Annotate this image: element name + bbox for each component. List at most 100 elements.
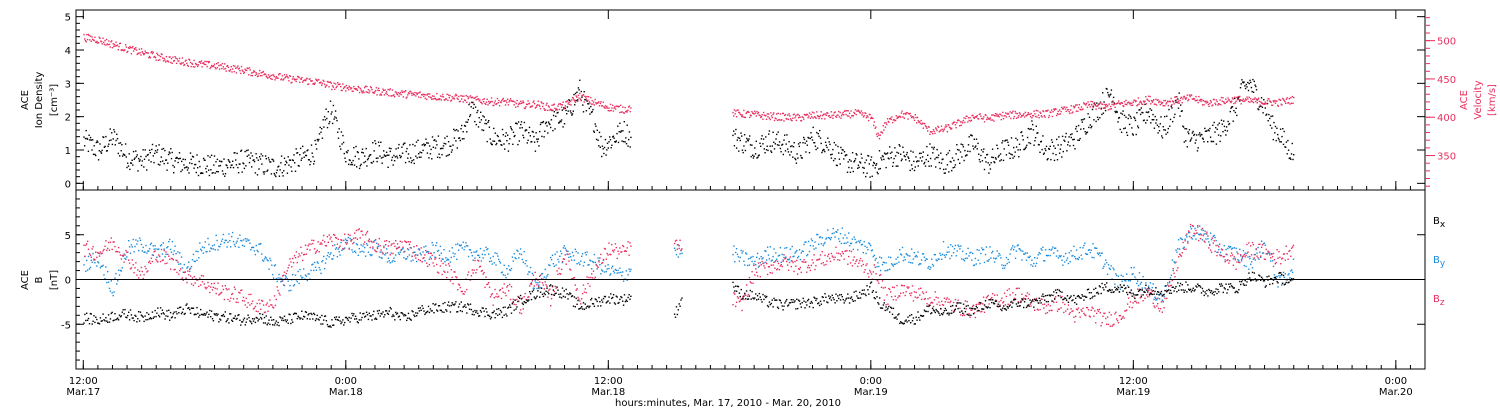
density-point: [1246, 86, 1248, 88]
By-point: [776, 260, 779, 263]
velocity-point: [1271, 104, 1273, 106]
velocity-point: [819, 116, 821, 118]
density-point: [1013, 155, 1016, 158]
density-point: [364, 155, 366, 157]
velocity-point: [186, 62, 188, 64]
velocity-point: [279, 73, 281, 75]
velocity-point: [838, 116, 841, 118]
velocity-point: [808, 112, 811, 114]
density-point: [956, 148, 959, 151]
By-point: [97, 261, 99, 263]
density-point: [449, 145, 451, 147]
By-point: [1014, 257, 1017, 259]
By-point: [401, 248, 403, 250]
Bz-point: [354, 237, 357, 239]
density-point: [385, 155, 387, 157]
Bz-point: [544, 281, 546, 283]
Bz-point: [807, 266, 809, 269]
By-point: [529, 266, 532, 269]
density-point: [850, 160, 852, 162]
density-point: [224, 175, 226, 177]
By-point: [996, 250, 998, 252]
Bz-point: [608, 242, 610, 244]
velocity-point: [1219, 99, 1221, 101]
Bz-point: [248, 293, 250, 296]
density-point: [597, 139, 599, 141]
density-point: [132, 150, 135, 153]
density-point: [573, 93, 575, 96]
velocity-point: [624, 106, 626, 109]
velocity-point: [859, 111, 861, 114]
velocity-point: [973, 117, 975, 119]
density-point: [737, 136, 739, 139]
velocity-point: [287, 77, 289, 79]
density-point: [1212, 124, 1214, 126]
By-point: [319, 269, 321, 271]
Bz-point: [609, 253, 611, 255]
density-point: [450, 151, 453, 153]
velocity-point: [773, 119, 776, 122]
Bz-point: [371, 241, 373, 243]
Bz-point: [231, 292, 234, 295]
density-point: [762, 143, 764, 145]
velocity-point: [251, 74, 254, 77]
density-point: [485, 119, 487, 121]
By-point: [775, 252, 777, 254]
Bz-point: [755, 268, 757, 270]
velocity-point: [883, 122, 886, 124]
density-point: [1222, 131, 1224, 133]
By-point: [96, 265, 98, 267]
By-point: [976, 249, 978, 251]
By-point: [1229, 246, 1232, 248]
velocity-point: [329, 81, 331, 83]
density-point: [1064, 140, 1066, 142]
velocity-point: [1110, 108, 1113, 110]
density-point: [319, 126, 321, 129]
By-point: [485, 246, 487, 249]
velocity-point: [1216, 100, 1218, 103]
velocity-point: [1178, 102, 1180, 104]
By-point: [792, 256, 794, 258]
velocity-point: [428, 96, 430, 98]
velocity-point: [976, 115, 978, 117]
density-point: [403, 142, 405, 145]
density-point: [337, 137, 340, 139]
By-point: [1194, 227, 1196, 230]
velocity-point: [972, 116, 975, 119]
Bz-point: [381, 251, 383, 253]
By-point: [921, 253, 924, 255]
Bz-point: [588, 276, 590, 279]
velocity-point: [612, 104, 614, 106]
velocity-point: [1161, 102, 1164, 104]
velocity-point: [165, 56, 168, 58]
density-point: [1217, 124, 1219, 126]
Bz-point: [505, 294, 507, 297]
By-point: [224, 239, 226, 242]
density-point: [1279, 141, 1281, 143]
velocity-point: [862, 112, 864, 114]
By-point: [304, 274, 307, 276]
velocity-point: [549, 109, 551, 111]
density-point: [138, 160, 141, 162]
velocity-point: [105, 38, 108, 41]
density-point: [1172, 120, 1174, 123]
density-point: [1274, 125, 1277, 128]
Bz-point: [388, 241, 390, 243]
By-point: [1116, 285, 1119, 288]
velocity-point: [1092, 106, 1094, 109]
density-point: [287, 156, 289, 158]
velocity-point: [922, 127, 924, 129]
density-point: [212, 172, 214, 174]
By-point: [1188, 231, 1190, 234]
density-point: [577, 87, 580, 89]
velocity-point: [321, 82, 324, 85]
velocity-point: [886, 123, 888, 126]
By-point: [356, 244, 359, 246]
Bz-point: [383, 246, 385, 249]
velocity-point: [814, 116, 817, 118]
density-point: [831, 153, 833, 155]
velocity-point: [124, 49, 126, 51]
density-point: [1214, 131, 1216, 133]
density-point: [733, 145, 736, 147]
Bz-point: [181, 277, 184, 279]
